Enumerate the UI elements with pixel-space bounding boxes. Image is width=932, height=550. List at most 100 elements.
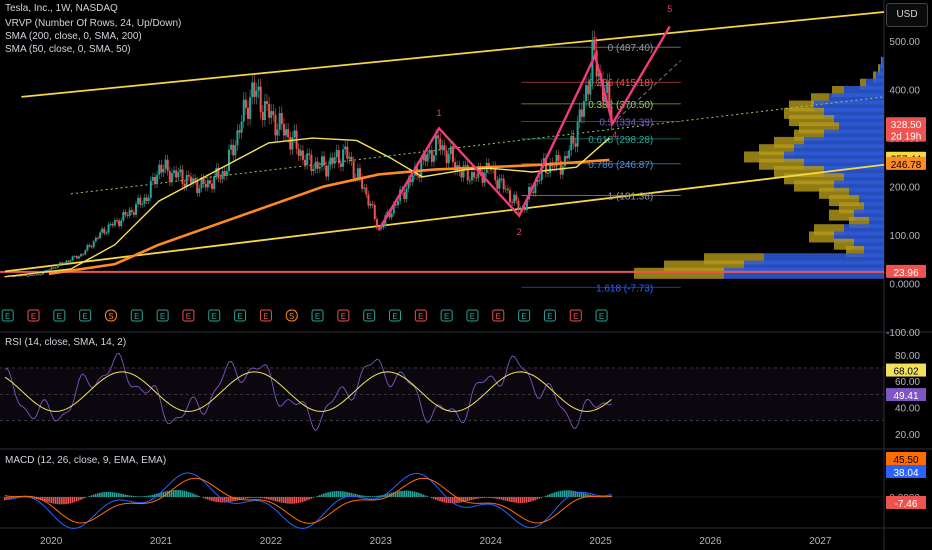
macd-histogram-bar [475,497,477,500]
macd-histogram-bar [12,497,15,499]
currency-button[interactable]: USD [886,3,928,27]
macd-histogram-bar [485,497,488,498]
candle-body [312,169,315,172]
macd-value-text: -7.46 [895,499,918,510]
candle-body [361,177,364,189]
candle-body [566,156,569,159]
candle-body [587,85,590,95]
candle-body [202,178,205,184]
candle-body [179,169,182,173]
macd-histogram-bar [411,491,414,497]
macd-histogram-bar [422,494,424,497]
volume-profile-up-bar [864,202,884,214]
candle-body [382,225,385,228]
candle-body [50,267,53,270]
candle-body [268,103,271,118]
macd-histogram-bar [156,493,158,497]
macd-histogram-bar [175,489,177,497]
candle-body [141,203,144,205]
macd-histogram-bar [348,492,351,497]
macd-legend[interactable]: MACD (12, 26, close, 9, EMA, EMA) [5,455,167,466]
indicator-legend-sma200[interactable]: SMA (200, close, 0, SMA, 200) [5,31,142,42]
candle-body [323,156,326,166]
candle-body [48,269,51,271]
candle-body [255,90,258,97]
wave-path [377,25,671,231]
rsi-legend[interactable]: RSI (14, close, SMA, 14, 2) [5,337,127,348]
macd-histogram-bar [547,494,549,497]
volume-profile-down-bar [832,86,844,97]
candle-body [430,150,433,162]
candle-body [509,190,512,203]
macd-histogram-bar [540,497,543,498]
candle-body [20,275,23,277]
macd-histogram-bar [154,494,156,497]
candle-body [37,274,40,276]
candle-body [158,164,161,175]
candle-body [86,245,89,251]
earnings-marker [208,309,221,322]
candle-body [422,154,425,161]
candle-body [75,256,78,259]
macd-histogram-bar [544,495,547,497]
macd-histogram-bar [487,497,490,498]
macd-histogram-bar [502,497,505,501]
macd-histogram-bar [473,497,475,500]
candle-body [135,204,138,215]
macd-histogram-bar [388,493,391,497]
earnings-marker [234,309,247,322]
candle-body [409,179,412,183]
candle-body [462,165,465,178]
earnings-marker-text: E [341,312,346,321]
macd-histogram-bar [445,497,448,503]
volume-profile-up-bar [824,107,884,119]
volume-profile-down-bar [664,260,744,272]
candle-body [227,149,230,172]
candle-body [589,81,592,95]
macd-histogram-bar [439,497,441,502]
earnings-marker [466,309,479,322]
macd-histogram-bar [447,497,450,504]
macd-histogram-bar [335,491,338,497]
macd-histogram-bar [318,495,321,497]
candle-body [538,180,541,182]
candle-body [14,275,17,277]
candle-body [574,143,577,147]
volume-profile-up-bar [849,187,884,199]
candle-body [263,101,266,121]
indicator-legend-vrvp[interactable]: VRVP (Number Of Rows, 24, Up/Down) [5,18,182,29]
candle-body [270,111,273,118]
candle-body [278,113,281,130]
candle-body [154,177,157,185]
volume-profile-up-bar [876,71,884,83]
macd-histogram-bar [31,497,34,499]
candle-body [403,192,406,200]
macd-value-tag [886,452,926,465]
candle-body [52,267,55,269]
candle-body [42,272,45,275]
macd-histogram-bar [574,491,577,497]
candle-body [420,160,423,178]
earnings-marker [311,309,324,322]
earnings-marker-text: E [57,312,62,321]
macd-histogram-bar [103,492,105,497]
macd-histogram-bar [287,497,289,504]
candle-body [18,275,21,277]
macd-histogram-bar [122,494,124,497]
indicator-legend-sma50[interactable]: SMA (50, close, 0, SMA, 50) [5,44,131,55]
candle-body [536,180,539,182]
macd-histogram-bar [397,491,399,497]
price-tag [886,128,926,142]
macd-histogram-bar [587,494,589,497]
candle-body [439,138,442,150]
candle-body [388,211,391,218]
macd-histogram-bar [519,497,522,503]
volume-profile-down-bar [634,267,724,279]
candle-body [561,166,564,175]
macd-histogram-bar [563,490,566,497]
candle-body [160,164,163,173]
macd-histogram-bar [242,497,245,500]
macd-histogram-bar [401,490,403,497]
volume-profile-up-bar [804,136,884,148]
